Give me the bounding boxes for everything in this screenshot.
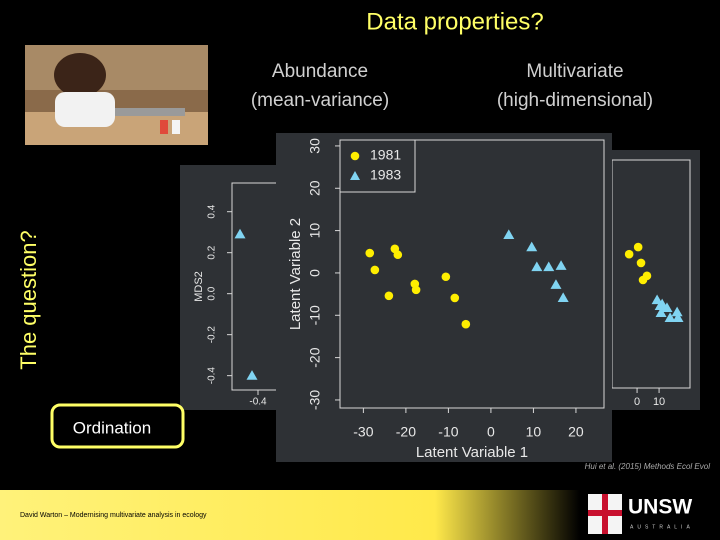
point xyxy=(633,242,643,252)
column-subheading: (mean-variance) xyxy=(251,90,389,111)
point xyxy=(441,272,451,282)
point xyxy=(636,258,646,268)
legend-label: 1981 xyxy=(370,147,401,163)
charts: -0.4 -0.4 -0.2 0.0 0.2 0.4 MDS2 0 10 -30 -20 -10 0 10… xyxy=(180,133,700,462)
panel-background xyxy=(180,165,282,410)
column-subheading: (high-dimensional) xyxy=(497,90,653,111)
x-tick-label: -0.4 xyxy=(249,397,267,408)
x-tick-label: 0 xyxy=(634,396,640,408)
point xyxy=(654,300,666,310)
x-tick-label: 10 xyxy=(526,424,542,440)
y-axis-label: MDS2 xyxy=(193,271,205,302)
legend-symbol xyxy=(350,171,360,180)
point xyxy=(543,261,555,272)
point xyxy=(503,229,515,239)
point xyxy=(450,293,460,303)
y-tick-label: -10 xyxy=(307,305,323,325)
chart-panel: 0 10 xyxy=(605,150,700,410)
point xyxy=(557,292,569,303)
point xyxy=(461,319,471,329)
logo-name: UNSW xyxy=(628,496,692,519)
y-tick-label: -0.2 xyxy=(207,326,218,344)
citation: Hui et al. (2015) Methods Ecol Evol xyxy=(585,462,711,471)
x-axis-label: Latent Variable 1 xyxy=(416,444,528,461)
y-tick-label: 0.0 xyxy=(207,286,218,300)
footer-bar xyxy=(0,490,580,540)
ordination-label: Ordination xyxy=(73,418,151,437)
point xyxy=(365,248,375,258)
legend-label: 1983 xyxy=(370,167,401,183)
side-question: The question? xyxy=(16,230,41,369)
logo-country: AUSTRALIA xyxy=(630,524,694,530)
logo: UNSW AUSTRALIA xyxy=(588,494,694,534)
y-tick-label: 0 xyxy=(307,269,323,277)
point xyxy=(246,370,258,380)
x-tick-label: -10 xyxy=(438,424,458,440)
point xyxy=(624,249,634,259)
y-tick-label: -30 xyxy=(307,390,323,410)
y-tick-label: -0.4 xyxy=(207,367,218,385)
point xyxy=(384,291,394,301)
point xyxy=(234,228,246,239)
point xyxy=(671,306,683,317)
y-tick-label: 10 xyxy=(307,223,323,239)
point xyxy=(550,279,562,289)
point xyxy=(370,265,380,275)
column-heading: Abundance xyxy=(272,61,368,82)
x-tick-label: -30 xyxy=(353,424,373,440)
x-tick-label: 0 xyxy=(487,424,495,440)
footer-text: David Warton – Modernising multivariate … xyxy=(20,512,207,519)
point xyxy=(526,241,538,252)
y-tick-label: 0.2 xyxy=(207,245,218,259)
column-heading: Multivariate xyxy=(526,61,623,82)
y-tick-label: 20 xyxy=(307,180,323,196)
point xyxy=(664,312,676,323)
legend-box xyxy=(339,139,416,193)
ordination-box xyxy=(50,403,185,449)
x-tick-label: 20 xyxy=(568,424,584,440)
y-tick-label: 30 xyxy=(307,138,323,154)
point xyxy=(411,285,421,295)
legend-symbol xyxy=(350,151,360,161)
chart-panel: -0.4 -0.4 -0.2 0.0 0.2 0.4 MDS2 xyxy=(180,165,283,410)
x-tick-label: 10 xyxy=(653,396,665,408)
slide-title: Data properties? xyxy=(366,8,543,35)
y-tick-label: 0.4 xyxy=(207,204,218,218)
point xyxy=(393,250,403,260)
x-tick-label: -20 xyxy=(396,424,416,440)
chart-panel: -30 -20 -10 0 10 20 -30 -20 -10 0 10 20 30 Latent Var… xyxy=(276,133,612,462)
point xyxy=(555,260,567,270)
plot-frame xyxy=(339,139,605,409)
point xyxy=(531,261,543,272)
point xyxy=(672,312,684,323)
panel-background xyxy=(605,150,700,410)
panel-background xyxy=(276,133,612,462)
point xyxy=(638,275,648,285)
y-tick-label: -20 xyxy=(307,347,323,367)
y-axis-label: Latent Variable 2 xyxy=(287,218,304,330)
point xyxy=(655,307,667,318)
photo xyxy=(25,45,208,145)
